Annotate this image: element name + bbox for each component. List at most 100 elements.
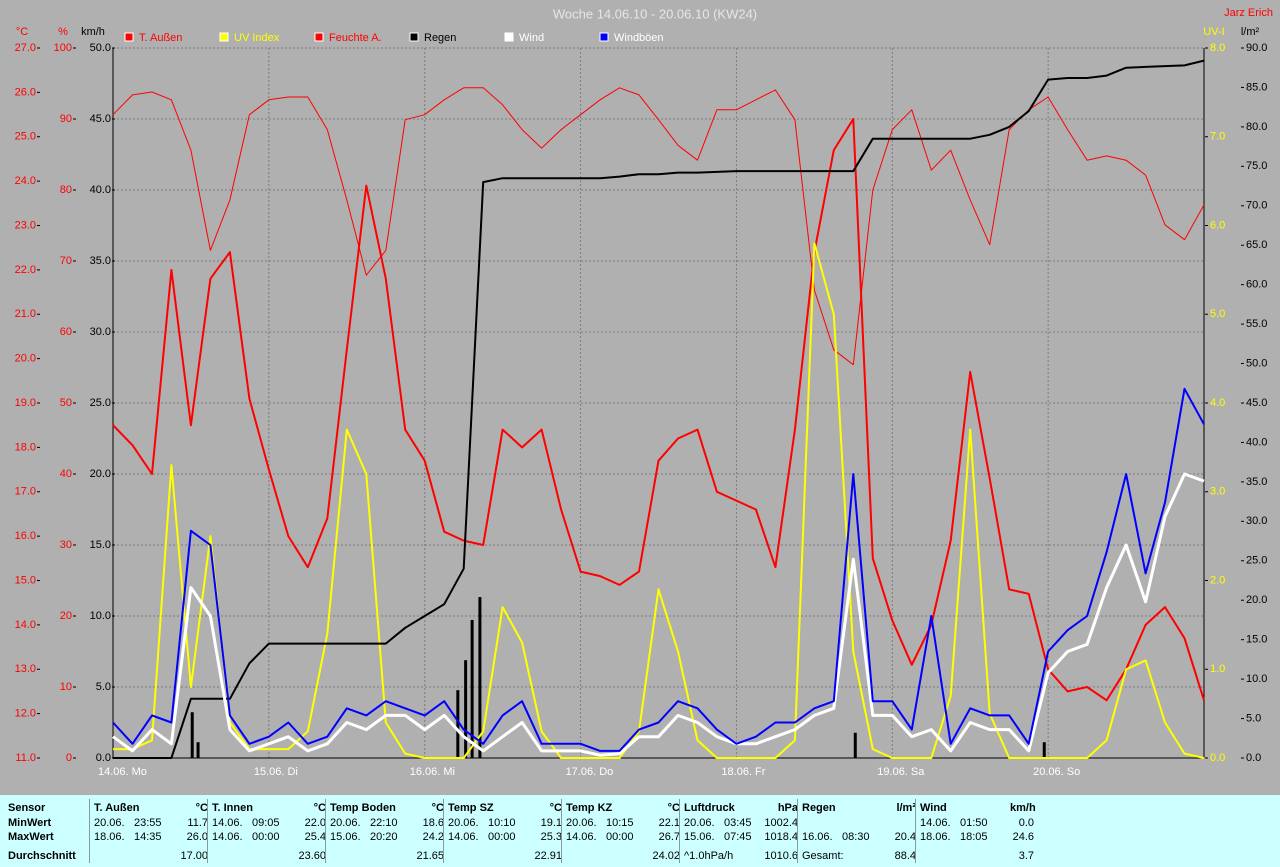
cell-value: 26.0 xyxy=(186,831,208,843)
group-unit: °C xyxy=(667,802,680,814)
cell-value: 22.0 xyxy=(304,817,326,829)
separator xyxy=(915,799,916,863)
cell-time: 20:20 xyxy=(370,831,398,843)
cell-value: 25.4 xyxy=(304,831,326,843)
group-unit: °C xyxy=(549,802,562,814)
row-label: Sensor xyxy=(8,802,46,814)
cell-time: 09:05 xyxy=(252,817,280,829)
y-tick-label: 14.0 xyxy=(15,619,36,631)
chart-title: Woche 14.06.10 - 20.06.10 (KW24) xyxy=(553,6,757,21)
y-tick-label: 90 xyxy=(60,113,72,125)
y-tick-label: 8.0 xyxy=(1210,42,1225,54)
x-tick-label: 15.06. Di xyxy=(254,766,298,778)
chart-background xyxy=(0,0,1280,795)
cell-time: 00:00 xyxy=(252,831,280,843)
y-tick-label: 25.0 xyxy=(15,131,36,143)
axis-unit: °C xyxy=(16,26,28,38)
group-unit: km/h xyxy=(1010,802,1036,814)
y-tick-label: 40 xyxy=(60,468,72,480)
cell-time: 18:05 xyxy=(960,831,988,843)
y-tick-label: 24.0 xyxy=(15,175,36,187)
series-line xyxy=(112,387,1205,752)
separator xyxy=(89,799,90,863)
legend-swatch xyxy=(124,32,134,42)
x-tick-label: 17.06. Do xyxy=(566,766,614,778)
separator xyxy=(797,799,798,863)
author: Jarz Erich xyxy=(1224,7,1273,19)
cell-date: 16.06. xyxy=(802,831,833,843)
y-tick-label: 10.0 xyxy=(1246,673,1267,685)
y-tick-label: 12.0 xyxy=(15,708,36,720)
y-tick-label: 16.0 xyxy=(15,530,36,542)
y-tick-label: 15.0 xyxy=(1246,634,1267,646)
y-tick-label: 20 xyxy=(60,610,72,622)
cell-time: 01:50 xyxy=(960,817,988,829)
y-tick-label: 65.0 xyxy=(1246,239,1267,251)
separator xyxy=(325,799,326,863)
cell-date: 20.06. xyxy=(94,817,125,829)
y-tick-label: 0 xyxy=(66,752,72,764)
y-tick-label: 30.0 xyxy=(1246,515,1267,527)
y-tick-label: 0.0 xyxy=(96,752,111,764)
cell-time: 22:10 xyxy=(370,817,398,829)
y-tick-label: 60 xyxy=(60,326,72,338)
y-tick-label: 20.0 xyxy=(15,353,36,365)
y-tick-label: 20.0 xyxy=(90,468,111,480)
cell-value: 23.60 xyxy=(298,850,326,862)
group-unit: °C xyxy=(195,802,208,814)
cell-value: 22.1 xyxy=(658,817,680,829)
y-tick-label: 75.0 xyxy=(1246,160,1267,172)
y-tick-label: 50.0 xyxy=(1246,357,1267,369)
y-tick-label: 35.0 xyxy=(1246,476,1267,488)
cell-value: 19.1 xyxy=(540,817,562,829)
y-tick-label: 2.0 xyxy=(1210,574,1225,586)
y-tick-label: 35.0 xyxy=(90,255,111,267)
y-tick-label: 70 xyxy=(60,255,72,267)
cell-value: 1010.6 xyxy=(764,850,798,862)
y-tick-label: 3.0 xyxy=(1210,486,1225,498)
y-tick-label: 26.0 xyxy=(15,86,36,98)
cell-value: 0.0 xyxy=(1018,817,1034,829)
cell-time: 10:15 xyxy=(606,817,634,829)
legend-swatch xyxy=(314,32,324,42)
x-tick-label: 20.06. So xyxy=(1033,766,1080,778)
legend-swatch xyxy=(599,32,609,42)
cell-value: 24.2 xyxy=(422,831,444,843)
legend-label: T. Außen xyxy=(139,32,182,44)
row-label: MaxWert xyxy=(8,831,54,843)
series-line xyxy=(112,118,1205,702)
series-line xyxy=(112,472,1205,757)
axis-unit: % xyxy=(58,26,68,38)
separator xyxy=(561,799,562,863)
y-tick-label: 18.0 xyxy=(15,441,36,453)
row-label: MinWert xyxy=(8,817,52,829)
y-tick-label: 22.0 xyxy=(15,264,36,276)
x-tick-label: 19.06. Sa xyxy=(877,766,925,778)
y-tick-label: 15.0 xyxy=(15,574,36,586)
separator xyxy=(679,799,680,863)
y-tick-label: 5.0 xyxy=(1210,308,1225,320)
cell-value: 88.4 xyxy=(894,850,916,862)
cell-date: 20.06. xyxy=(566,817,597,829)
y-tick-label: 0.0 xyxy=(1210,752,1225,764)
cell-value: 1018.4 xyxy=(764,831,798,843)
cell-date: 20.06. xyxy=(684,817,715,829)
group-name: Temp SZ xyxy=(448,802,494,814)
cell-time: 00:00 xyxy=(488,831,516,843)
cell-time: 00:00 xyxy=(606,831,634,843)
legend-label: Regen xyxy=(424,32,456,44)
y-tick-label: 1.0 xyxy=(1210,663,1225,675)
y-tick-label: 25.0 xyxy=(90,397,111,409)
y-tick-label: 100 xyxy=(54,42,72,54)
separator xyxy=(207,799,208,863)
cell-time: 10:10 xyxy=(488,817,516,829)
x-tick-label: 14.06. Mo xyxy=(98,766,147,778)
cell-value: 18.6 xyxy=(422,817,444,829)
y-tick-label: 50.0 xyxy=(90,42,111,54)
cell-date: 14.06. xyxy=(920,817,951,829)
y-tick-label: 27.0 xyxy=(15,42,36,54)
statistics-table: Sensor MinWert MaxWert Durchschnitt T. Außen… xyxy=(0,795,1280,867)
y-tick-label: 25.0 xyxy=(1246,555,1267,567)
y-tick-label: 5.0 xyxy=(96,681,111,693)
legend-swatch xyxy=(219,32,229,42)
